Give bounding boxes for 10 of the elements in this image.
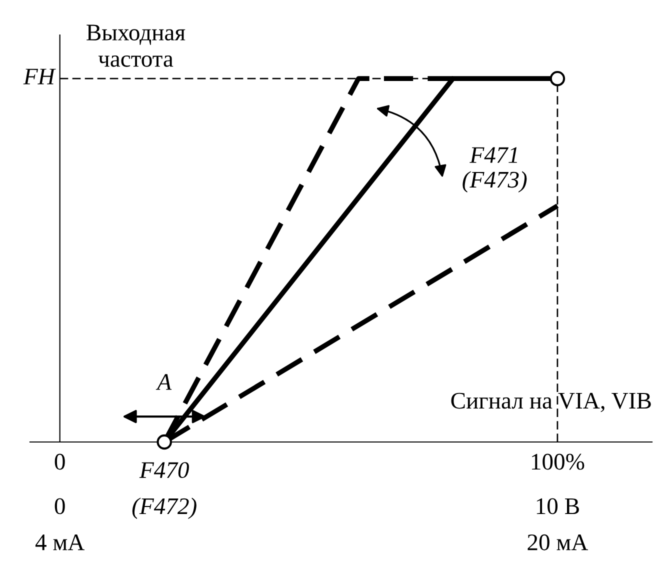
x-tick-label: 0 [54,454,65,470]
annotation: F471 (F473) [462,147,527,193]
text: 0 4 мА [35,498,85,550]
y-axis-title: Выходная частота [86,24,186,67]
ref-line-label: FH [23,68,56,84]
x-tick-label: 100% [532,454,584,470]
text: F470 (F472) [132,462,196,520]
annotation: A [156,374,172,390]
text: 10 В 20 мА [528,498,588,550]
x-axis-title: Сигнал на VIA, VIB [451,392,651,412]
